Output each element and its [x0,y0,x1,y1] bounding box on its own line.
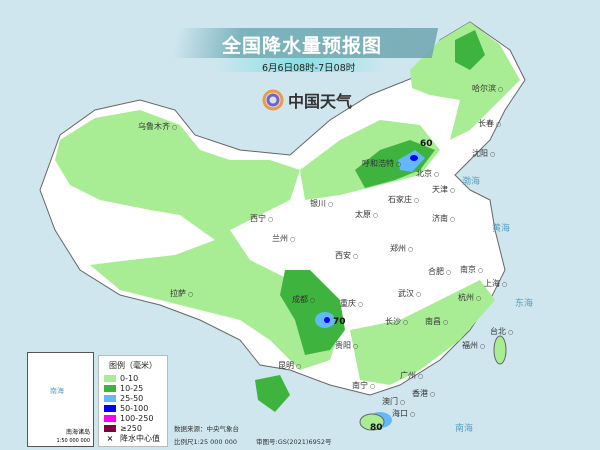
rain-0-10-west [55,110,340,370]
city-label: 拉萨 [170,290,193,298]
rain-50-100-center [324,317,330,323]
sea-label: 南海 [455,424,474,434]
city-label: 长春 [478,120,501,128]
rain-0-10-south [350,280,495,385]
sea-label: 黄海 [492,224,511,234]
city-label: 昆明 [278,362,301,370]
logo: 中国天气 [262,88,352,112]
city-label: 天津 [432,186,455,194]
city-label: 合肥 [428,268,451,276]
logo-text: 中国天气 [288,92,353,111]
cross-icon: × [106,433,114,443]
sea-label: 渤海 [462,177,481,187]
city-label: 香港 [412,390,435,398]
city-label: 南宁 [352,382,375,390]
city-label: 澳门 [382,398,405,406]
city-label: 南京 [460,266,483,274]
city-label: 郑州 [390,245,413,253]
forecast-period: 6月6日08时-7日08时 [262,63,356,74]
approval-number: 审图号:GS(2021)6952号 [256,438,332,446]
city-label: 广州 [400,372,423,380]
city-label: 济南 [432,215,455,223]
city-label: 杭州 [458,294,481,302]
rain-10-25-yunnan [255,375,290,412]
city-label: 北京 [416,170,439,178]
data-source: 数据来源：中央气象台 [174,425,239,433]
rain-0-10-northeast [410,22,520,140]
city-label: 兰州 [272,235,295,243]
inset-sea-label: 南海 [50,387,64,395]
subtitle-banner [215,58,385,72]
rain-50-100-center [410,155,418,161]
city-label: 沈阳 [472,150,495,158]
city-label: 哈尔滨 [472,85,503,93]
city-label: 太原 [355,211,378,219]
city-label: 上海 [484,280,507,288]
logo-icon [262,89,284,111]
city-label: 南昌 [425,318,448,326]
legend-item: 0-10 [104,373,162,383]
city-label: 海口 [392,410,415,418]
taiwan [493,335,507,365]
city-label: 长沙 [385,318,408,326]
page-title: 全国降水量预报图 [222,35,383,57]
city-label: 石家庄 [388,196,419,204]
legend-title: 图例（毫米） [109,361,157,370]
city-label: 武汉 [398,290,421,298]
city-label: 福州 [462,342,485,350]
legend-item: 50-100 [104,403,162,413]
city-label: 银川 [310,200,333,208]
sea-label: 东海 [515,299,534,309]
rain-25-50-beijing [398,150,425,172]
city-label: 西宁 [250,215,273,223]
inset-title: 南海诸岛 [65,429,90,436]
precip-center-value: 60 [420,139,433,149]
city-label: 西安 [335,252,358,260]
legend-item: ≥250 [104,423,162,433]
hainan-island [359,413,385,431]
legend-item: 100-250 [104,413,162,423]
city-label: 台北 [490,328,513,336]
legend-item: 10-25 [104,383,162,393]
city-label: 重庆 [340,300,363,308]
city-label: 呼和浩特 [362,160,401,168]
rain-10-25-sw [280,270,345,355]
map-scale: 比例尺1:25 000 000 [174,438,238,446]
rain-10-25-ne [455,30,485,70]
legend-item: 25-50 [104,393,162,403]
south-china-sea-inset: 南海 南海诸岛 1:50 000 000 [27,352,94,447]
china-land [39,21,526,396]
legend-item: × 降水中心值 [104,433,162,443]
city-label: 贵阳 [335,342,358,350]
inset-scale: 1:50 000 000 [56,438,91,444]
city-label: 成都 [292,296,315,304]
legend: 图例（毫米） 0-10 10-25 25-50 50-100 100-250 ≥… [98,355,168,447]
precip-center-value: 80 [370,423,383,433]
city-label: 乌鲁木齐 [138,123,177,131]
precip-center-value: 70 [333,317,346,327]
